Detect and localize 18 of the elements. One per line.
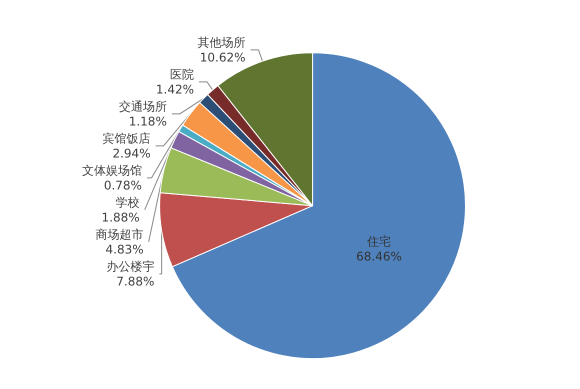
data-label: 1.88% — [102, 210, 140, 224]
slice-label: 交通场所 — [118, 99, 167, 114]
slice-label: 商场超市 — [96, 227, 144, 242]
data-label: 10.62% — [200, 50, 246, 64]
slice-label: 学校 — [116, 195, 140, 210]
data-label: 0.78% — [104, 178, 142, 192]
data-label: 4.83% — [106, 242, 144, 256]
slice-label: 办公楼宇 — [106, 259, 154, 274]
slice-label: 宾馆饭店 — [102, 131, 151, 146]
data-label: 2.94% — [112, 146, 151, 160]
slice-label: 其他场所 — [198, 35, 246, 50]
slice-label: 住宅 — [366, 234, 392, 249]
data-label: 7.88% — [116, 274, 154, 288]
slice-label: 文体娱场馆 — [82, 163, 142, 178]
slice-label: 医院 — [170, 67, 194, 82]
data-label: 1.18% — [128, 114, 167, 128]
data-label: 1.42% — [156, 82, 194, 96]
data-label: 68.46% — [356, 250, 402, 264]
